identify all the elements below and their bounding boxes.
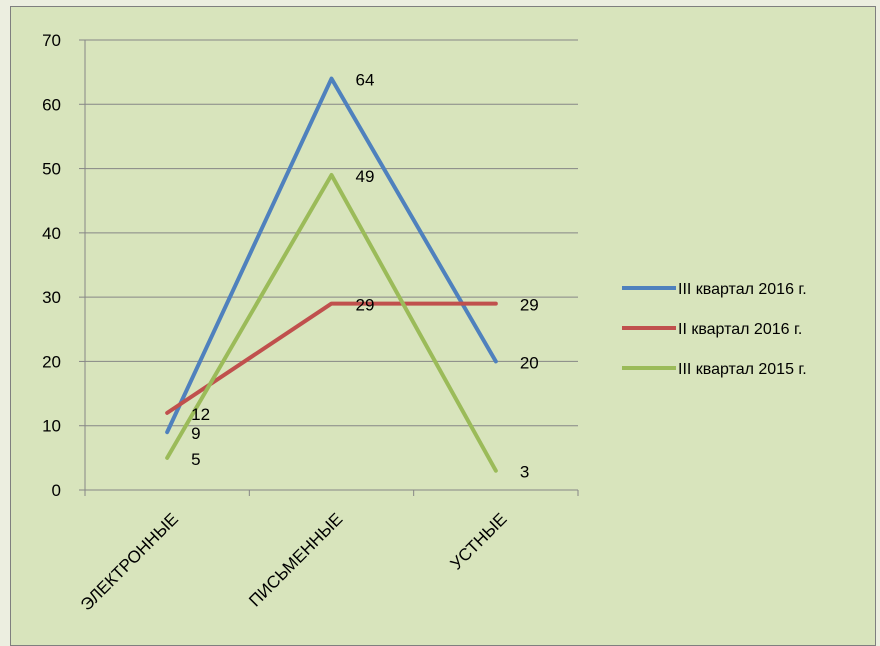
series-lines [165,76,498,473]
y-tick-label: 0 [52,481,61,500]
data-label: 9 [191,424,200,443]
data-label: 12 [191,405,210,424]
x-tick-label: ЭЛЕКТРОННЫЕ [77,509,182,614]
series-line [165,173,498,473]
data-label: 20 [520,353,539,372]
data-label: 29 [520,296,539,315]
data-label: 64 [356,71,375,90]
y-tick-label: 40 [42,224,61,243]
data-label: 5 [191,450,200,469]
series-line [165,301,498,415]
gridlines [85,39,578,427]
x-tick-label: ПИСЬМЕННЫЕ [245,509,346,610]
data-label: 49 [356,167,375,186]
data-label: 3 [520,463,529,482]
axes [84,40,578,491]
series-line [165,76,498,435]
chart-area [10,6,876,646]
y-tick-label: 20 [42,352,61,371]
y-tick-label: 60 [42,95,61,114]
data-labels: 9 64 20 12 29 29 5 49 3 [191,71,539,482]
y-tick-label: 10 [42,417,61,436]
y-tick-label: 50 [42,160,61,179]
data-label: 29 [356,296,375,315]
x-tick-label: УСТНЫЕ [447,509,511,573]
x-axis-ticks: ЭЛЕКТРОННЫЕ ПИСЬМЕННЫЕ УСТНЫЕ [77,490,579,614]
line-chart: 0 10 20 30 40 50 60 70 ЭЛЕКТРОННЫЕ ПИСЬМЕННЫЕ УСТ… [42,31,807,614]
y-tick-label: 70 [42,31,61,50]
legend-entry-label: II квартал 2016 г. [678,321,802,338]
y-tick-label: 30 [42,288,61,307]
legend-entry-label: III квартал 2016 г. [678,281,807,298]
legend: III квартал 2016 г. II квартал 2016 г. III… [622,281,807,378]
legend-entry-label: III квартал 2015 г. [678,361,807,378]
y-axis-ticks: 0 10 20 30 40 50 60 70 [42,31,85,500]
